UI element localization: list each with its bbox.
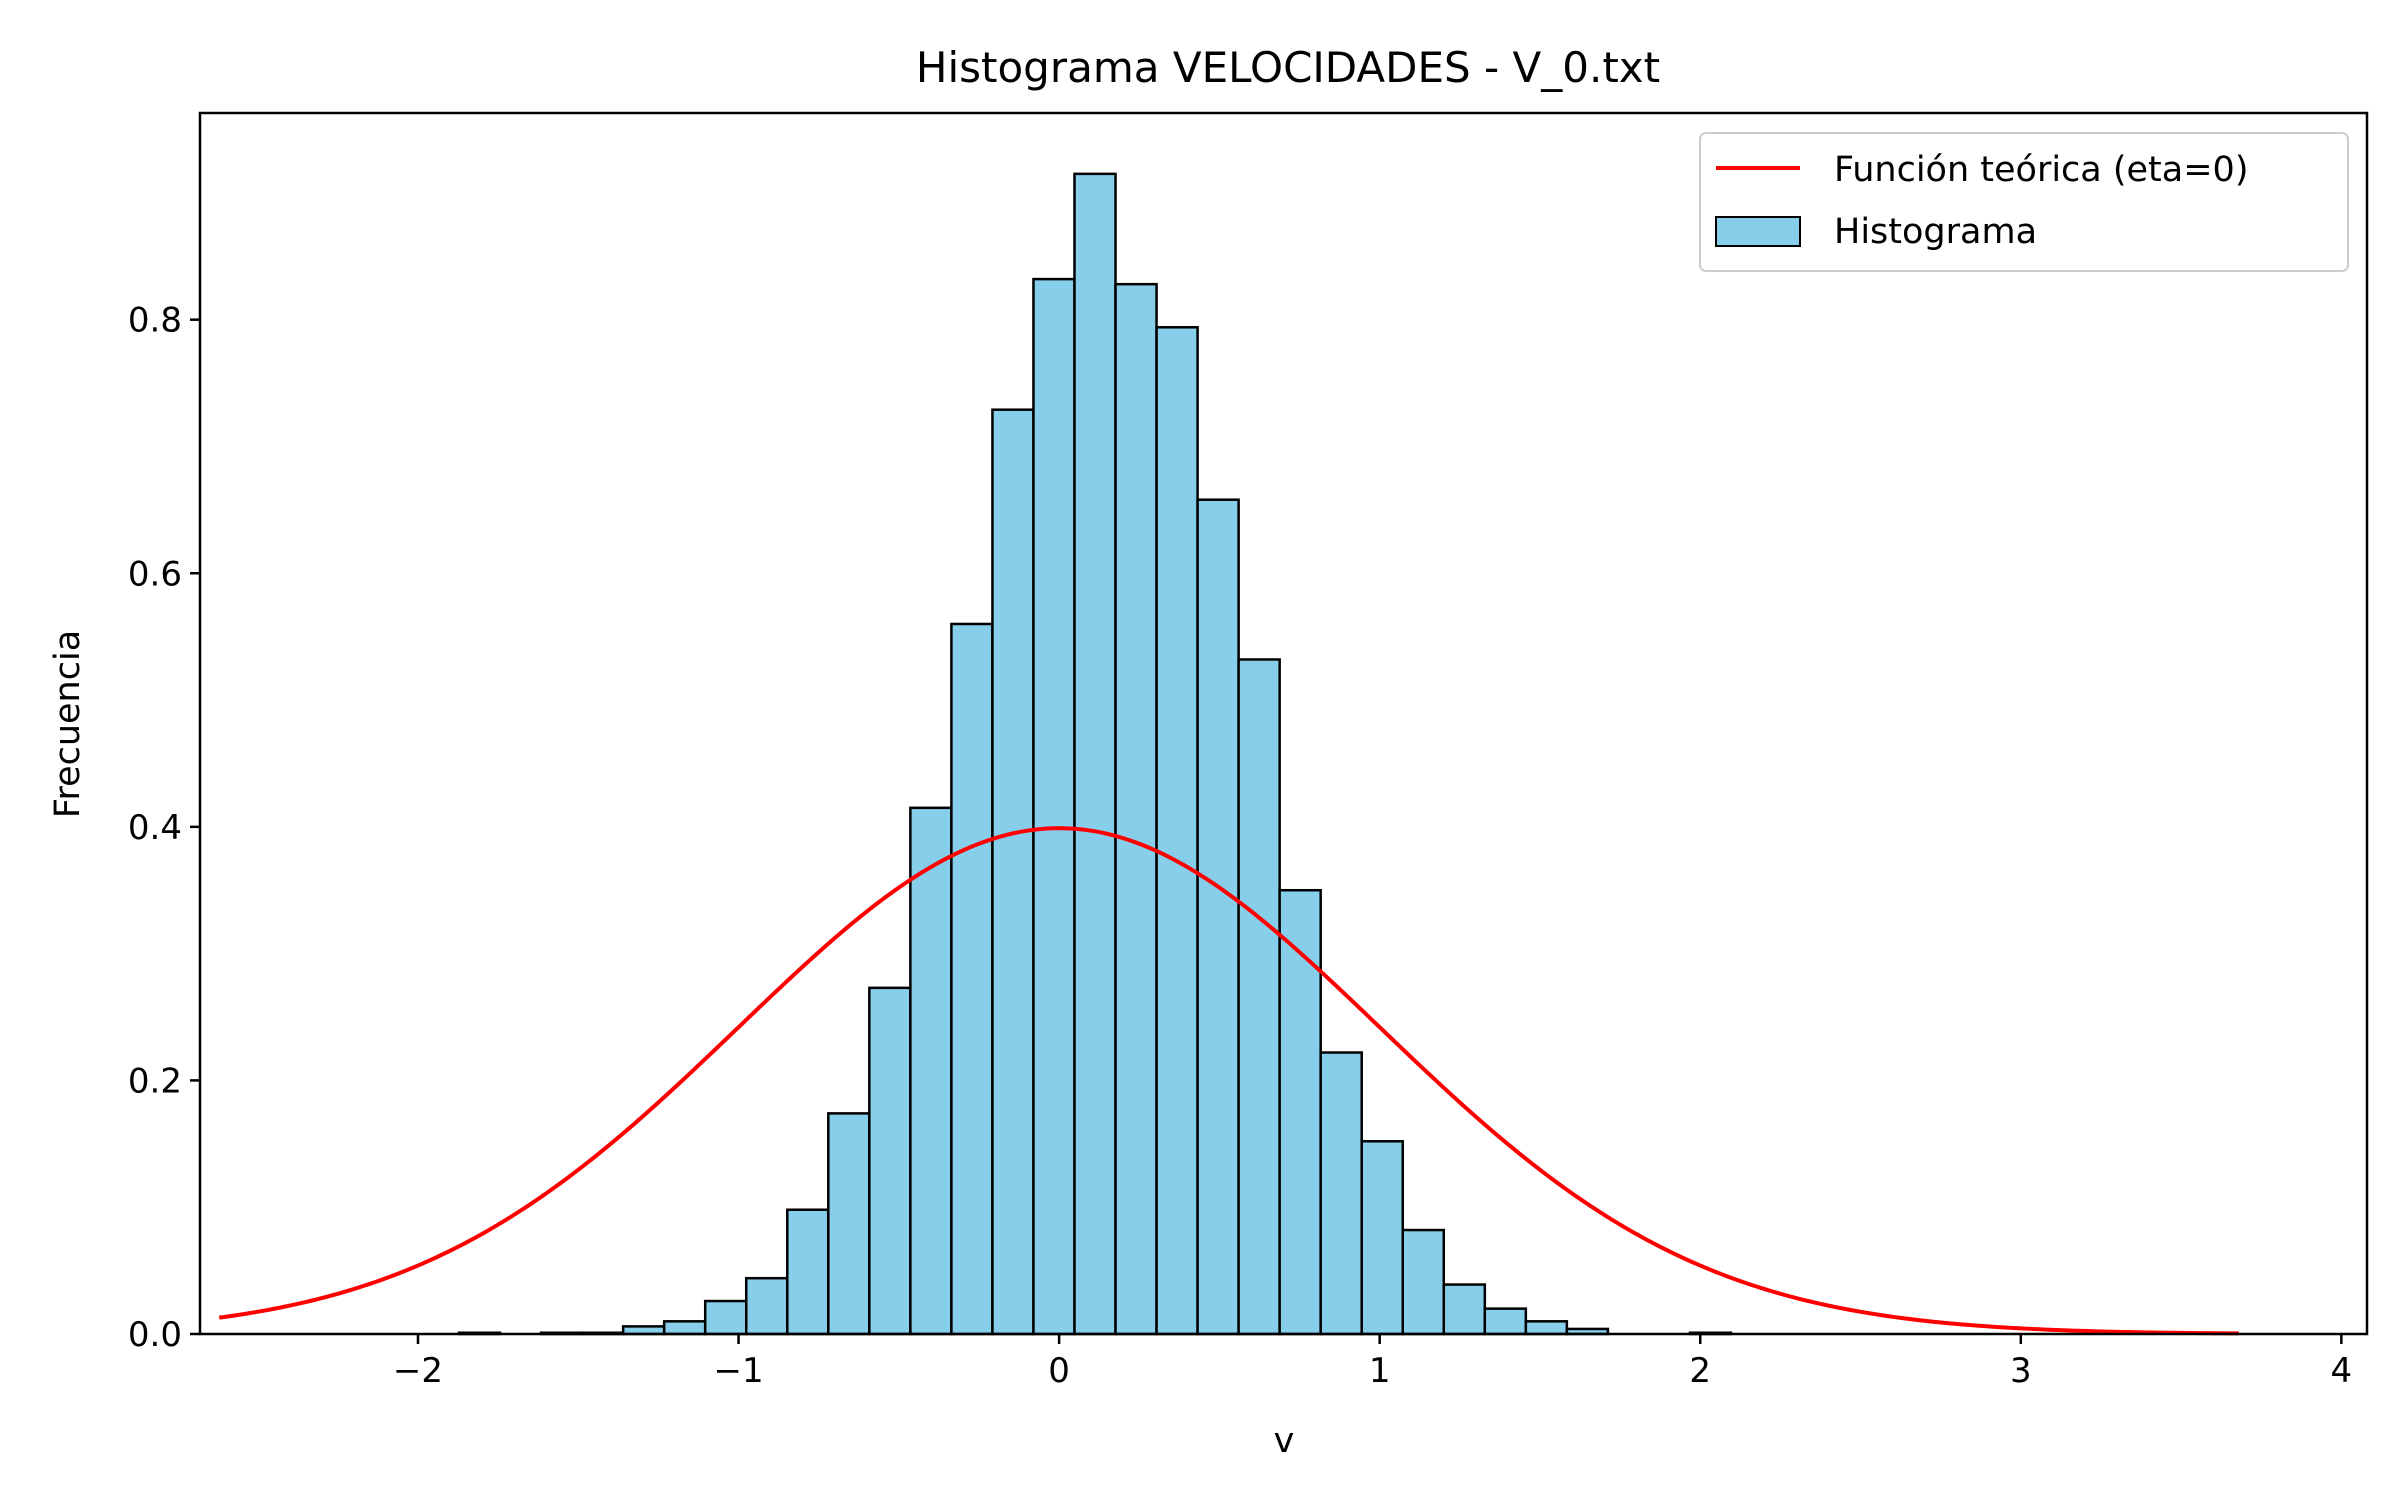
histogram-bar — [1196, 498, 1240, 1336]
legend-histogram-swatch — [1715, 216, 1801, 247]
histogram-bar — [991, 408, 1035, 1336]
y-tick-label: 0.6 — [128, 554, 182, 594]
x-axis-ticks: −2 −1 0 1 2 3 4 — [393, 1334, 2352, 1391]
legend-box — [1699, 132, 2349, 272]
x-tick-label: 0 — [1048, 1351, 1070, 1391]
x-tick-label: −2 — [393, 1351, 443, 1391]
histogram-bar — [786, 1208, 830, 1336]
histogram-bar — [868, 986, 912, 1336]
histogram-bar — [1073, 172, 1117, 1336]
histogram-bar — [1401, 1228, 1446, 1336]
x-tick-label: 2 — [1689, 1351, 1711, 1391]
y-axis-title: Frecuencia — [48, 630, 88, 818]
histogram-bar — [1032, 277, 1076, 1336]
legend-curve-label: Función teórica (eta=0) — [1834, 150, 2248, 190]
legend: Función teórica (eta=0) Histograma — [1699, 132, 2349, 272]
y-axis-ticks: 0.0 0.2 0.4 0.6 0.8 — [128, 301, 200, 1355]
histogram-bar — [1114, 282, 1158, 1336]
theoretical-curve-line — [218, 826, 2239, 1336]
legend-histogram-label: Histograma — [1834, 212, 2037, 252]
y-tick-label: 0.8 — [128, 301, 182, 341]
chart-title: Histograma VELOCIDADES - V_0.txt — [916, 43, 1660, 92]
y-tick-label: 0.0 — [128, 1315, 182, 1355]
x-tick-label: 3 — [2010, 1351, 2032, 1391]
histogram-bars — [457, 172, 1733, 1336]
histogram-bar — [703, 1299, 748, 1336]
histogram-bar — [1278, 888, 1322, 1336]
histogram-bar — [909, 806, 953, 1336]
histogram-bar — [1483, 1307, 1528, 1336]
y-tick-label: 0.2 — [128, 1061, 182, 1101]
histogram-bar — [1319, 1051, 1363, 1336]
plot-area-frame — [198, 111, 2369, 1336]
x-tick-label: −1 — [713, 1351, 763, 1391]
histogram-bar — [1442, 1283, 1487, 1336]
histogram-bar — [744, 1276, 789, 1336]
histogram-bar — [950, 622, 994, 1336]
x-tick-label: 4 — [2331, 1351, 2353, 1391]
y-tick-label: 0.4 — [128, 808, 182, 848]
x-axis-title: v — [1274, 1421, 1295, 1461]
x-tick-label: 1 — [1369, 1351, 1391, 1391]
histogram-bar — [662, 1320, 707, 1336]
histogram-bar — [1524, 1320, 1569, 1336]
histogram-bar — [1237, 658, 1281, 1336]
histogram-bar — [1155, 326, 1199, 1336]
histogram-bar — [1360, 1140, 1404, 1336]
histogram-bar — [827, 1112, 871, 1336]
